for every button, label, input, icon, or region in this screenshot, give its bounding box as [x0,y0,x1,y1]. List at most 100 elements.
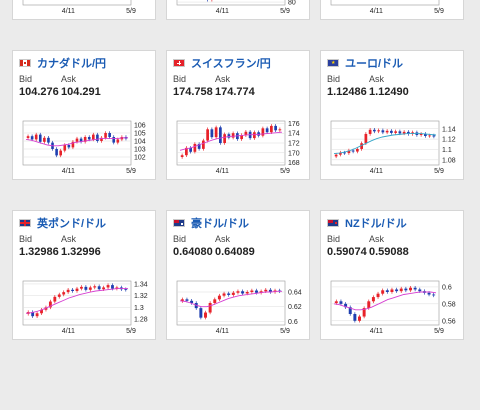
candle [202,140,205,149]
x-tick-label: 5/9 [280,8,290,15]
candle [259,291,263,293]
price-chart[interactable]: 0.64 0.62 0.6 4/11 5/9 [173,269,305,339]
candle [31,312,35,317]
currency-pair-title[interactable]: 英ポンド/ドル [37,218,107,230]
candle [236,291,240,293]
candle [208,303,212,313]
x-tick-label: 4/11 [216,168,229,175]
candle [47,137,50,143]
candle [185,147,188,156]
candle [390,130,393,133]
currency-card[interactable]: ★ユーロ/円BidAsk163.490163.4951641621604/115… [12,0,156,20]
candle [55,149,58,156]
candle [75,288,79,291]
candle [419,133,423,135]
candle [377,130,380,132]
candle [381,130,385,133]
plot-frame [22,0,132,6]
candle [26,136,30,138]
candle [75,138,79,142]
candle [432,135,436,137]
y-tick-label: 0.62 [288,304,302,311]
candle [231,133,235,138]
candle [35,313,39,317]
candle [424,133,427,137]
candle [80,286,83,289]
price-chart[interactable]: 1641621604/115/9 [19,0,151,19]
currency-card[interactable]: スイスフラン/円 Bid Ask 174.758 174.774 176 174 172 170… [166,50,310,180]
candle [96,134,99,141]
currency-pair-title[interactable]: カナダドル/円 [37,58,107,70]
price-chart-svg: 0.6 0.58 0.56 4/11 5/9 [330,280,456,335]
y-tick-label: 103 [134,147,146,154]
candle [348,307,352,314]
candle [344,303,348,308]
candle [407,131,410,134]
candle [368,129,372,134]
bid-label: Bid [173,74,187,84]
moving-average-line [179,290,282,308]
currency-pair-title[interactable]: NZドル/ドル [345,218,407,230]
price-chart[interactable]: 87.54/115/9 [327,0,459,19]
candle [34,134,38,140]
y-tick-label: 174 [288,131,300,138]
price-chart-svg: 1641621604/115/9 [22,0,146,15]
currency-pair-title[interactable]: ユーロ/ドル [345,58,404,70]
candle [418,289,422,292]
currency-pair-title[interactable]: スイスフラン/円 [191,58,271,70]
plot-frame [330,120,440,166]
currency-card[interactable]: 豪ドル/ドル Bid Ask 0.64080 0.64089 0.64 0.62 0.6 4/1… [166,210,310,340]
x-tick-label: 4/11 [370,168,383,175]
candle [53,296,57,302]
candle [124,289,128,291]
candle [71,289,74,291]
y-tick-label: 106 [134,123,146,130]
candle [206,129,209,141]
currency-pair-title[interactable]: 豪ドル/ドル [191,218,250,230]
candle [88,287,92,290]
card-header: ★ ユーロ/ドル [327,55,403,71]
moving-average-line [179,131,283,151]
currency-card[interactable]: ランド/円BidAsk7.9787.98887.54/115/9 [320,0,464,20]
candle [92,134,95,140]
plot-frame [330,0,440,6]
candle [193,143,197,152]
price-chart[interactable]: 1.14 1.12 1.1 1.08 4/11 5/9 [327,109,459,179]
y-tick-label: 104 [134,139,146,146]
candle [84,286,88,290]
price-chart[interactable]: 176 174 172 170 168 4/11 5/9 [173,109,305,179]
x-tick-label: 5/9 [280,168,290,175]
currency-card[interactable]: NZドル/円BidAsk85.86385.875868482804/115/9 [166,0,310,20]
price-chart[interactable]: 0.6 0.58 0.56 4/11 5/9 [327,269,459,339]
x-tick-label: 5/9 [434,328,444,335]
x-tick-label: 5/9 [434,8,444,15]
candle [250,290,254,292]
price-chart-svg: 868482804/115/9 [176,0,296,15]
candle [339,152,342,155]
candle [219,127,222,143]
candle [274,125,277,131]
x-tick-label: 4/11 [370,328,383,335]
currency-card[interactable]: NZドル/ドル Bid Ask 0.59074 0.59088 0.6 0.58 0.56 4/… [320,210,464,340]
candle [367,301,371,309]
moving-average-line [25,137,128,147]
price-chart-svg: 0.64 0.62 0.6 4/11 5/9 [176,280,302,335]
price-chart[interactable]: 868482804/115/9 [173,0,305,19]
currency-card[interactable]: 英ポンド/ドル Bid Ask 1.32986 1.32996 1.34 1.32 1.3 1.… [12,210,156,340]
candle [44,307,48,310]
moving-average-line [333,291,437,311]
candle [253,132,256,139]
y-tick-label: 80 [288,0,296,7]
currency-card[interactable]: カナダドル/円 Bid Ask 104.276 104.291 106 105 104 103 1… [12,50,156,180]
currency-card[interactable]: ★ ユーロ/ドル Bid Ask 1.12486 1.12490 1.14 1.12 1.1 1.… [320,50,464,180]
candle [395,289,399,292]
price-chart[interactable]: 106 105 104 103 102 4/11 5/9 [19,109,151,179]
price-chart[interactable]: 1.34 1.32 1.3 1.28 4/11 5/9 [19,269,151,339]
candle [214,127,218,138]
candle [83,137,87,142]
y-tick-label: 1.12 [442,137,456,144]
ch-flag-icon [173,59,185,67]
ask-label: Ask [61,74,77,84]
x-tick-label: 5/9 [280,328,290,335]
ask-value: 0.59088 [369,246,409,258]
